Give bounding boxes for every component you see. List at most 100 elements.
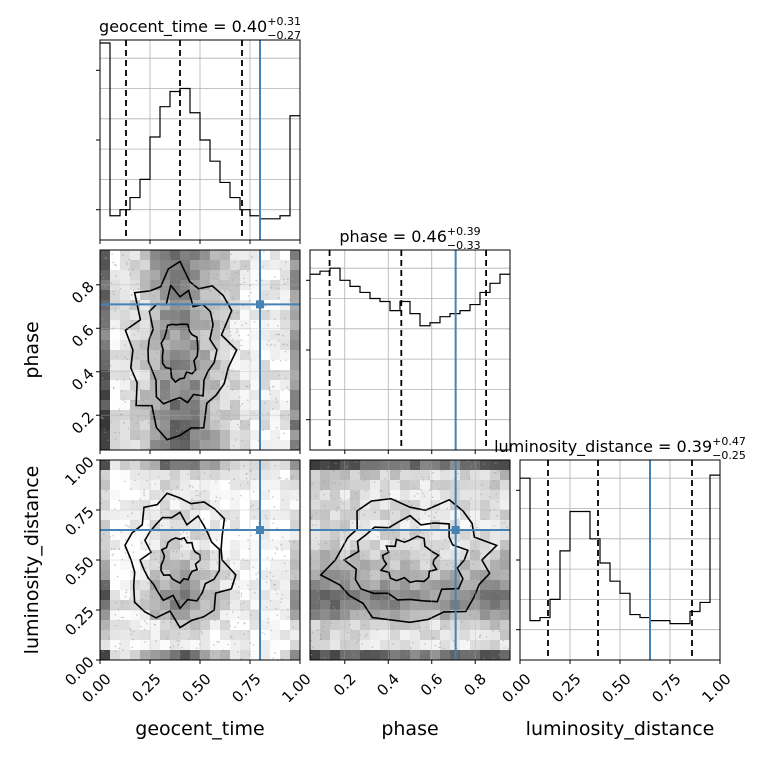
- sample-dot: [446, 563, 448, 566]
- sample-dot: [257, 571, 260, 574]
- sample-dot: [160, 358, 162, 360]
- sample-dot: [285, 261, 287, 264]
- sample-dot: [182, 531, 185, 533]
- density-cell: [100, 280, 111, 291]
- sample-dot: [209, 290, 211, 293]
- density-cell: [230, 510, 241, 521]
- sample-dot: [175, 624, 178, 626]
- sample-dot: [141, 598, 144, 601]
- density-cell: [180, 460, 191, 471]
- density-cell: [230, 650, 241, 660]
- density-cell: [420, 600, 431, 611]
- density-cell: [290, 380, 300, 391]
- density-cell: [250, 380, 261, 391]
- density-cell: [430, 510, 441, 521]
- sample-dot: [467, 557, 469, 559]
- density-cell: [190, 270, 201, 281]
- density-cell: [400, 630, 411, 641]
- density-cell: [340, 650, 351, 660]
- sample-dot: [268, 389, 271, 392]
- sample-dot: [365, 633, 368, 635]
- density-cell: [260, 480, 271, 491]
- sample-dot: [139, 344, 142, 347]
- x-tick-label: 0.4: [373, 670, 403, 700]
- density-cell: [380, 530, 391, 541]
- density-cell: [140, 550, 151, 561]
- sample-dot: [189, 617, 192, 619]
- sample-dot: [161, 277, 163, 280]
- sample-dot: [211, 387, 214, 390]
- sample-dot: [213, 447, 216, 450]
- density-cell: [320, 470, 331, 481]
- density-cell: [260, 350, 271, 361]
- sample-dot: [192, 378, 195, 380]
- density-cell: [190, 470, 201, 481]
- density-cell: [120, 280, 131, 291]
- density-cell: [290, 420, 300, 431]
- density-cell: [150, 470, 161, 481]
- density-cell: [150, 390, 161, 401]
- sample-dot: [267, 621, 270, 624]
- density-cell: [440, 640, 451, 651]
- density-cell: [200, 480, 211, 491]
- sample-dot: [273, 506, 276, 508]
- density-cell: [370, 470, 381, 481]
- sample-dot: [169, 257, 171, 259]
- sample-dot: [101, 479, 104, 481]
- sample-dot: [280, 477, 282, 480]
- density-cell: [410, 560, 421, 571]
- panel-title-luminosity_distance: luminosity_distance = 0.39+0.47 −0.25: [494, 435, 746, 462]
- sample-dot: [469, 614, 471, 616]
- y-tick-label: 0.6: [68, 321, 98, 351]
- density-cell: [260, 380, 271, 391]
- sample-dot: [180, 336, 183, 339]
- sample-dot: [143, 620, 146, 623]
- sample-dot: [177, 597, 180, 600]
- sample-dot: [365, 610, 367, 613]
- sample-dot: [205, 398, 208, 401]
- sample-dot: [190, 416, 192, 419]
- sample-dot: [215, 539, 218, 541]
- density-cell: [120, 490, 131, 501]
- sample-dot: [189, 462, 192, 464]
- sample-dot: [218, 294, 220, 297]
- density-cell: [250, 560, 261, 571]
- density-cell: [270, 350, 281, 361]
- sample-dot: [230, 406, 233, 409]
- sample-dot: [391, 625, 393, 628]
- density-cell: [270, 590, 281, 601]
- sample-dot: [276, 324, 279, 327]
- density-cell: [110, 600, 121, 611]
- sample-dot: [283, 282, 286, 285]
- density-cell: [290, 530, 300, 541]
- density-cell: [200, 640, 211, 651]
- sample-dot: [222, 372, 224, 374]
- sample-dot: [213, 581, 215, 583]
- density-cell: [110, 470, 121, 481]
- sample-dot: [394, 536, 397, 539]
- sample-dot: [140, 542, 143, 544]
- sample-dot: [168, 313, 171, 315]
- sample-dot: [184, 342, 187, 345]
- sample-dot: [145, 594, 147, 597]
- sample-dot: [501, 522, 503, 525]
- density-cell: [500, 570, 510, 581]
- sample-dot: [341, 594, 344, 597]
- density-cell: [240, 540, 251, 551]
- sample-dot: [267, 324, 269, 326]
- sample-dot: [324, 505, 326, 507]
- sample-dot: [269, 344, 272, 347]
- sample-dot: [176, 279, 178, 281]
- density-cell: [490, 620, 501, 631]
- density-cell: [130, 270, 141, 281]
- sample-dot: [178, 632, 180, 635]
- sample-dot: [266, 557, 269, 559]
- sample-dot: [172, 369, 175, 372]
- sample-dot: [101, 377, 104, 380]
- density-cell: [210, 370, 221, 381]
- sample-dot: [277, 436, 280, 439]
- density-cell: [230, 440, 241, 450]
- density-cell: [380, 520, 391, 531]
- density-cell: [130, 620, 141, 631]
- density-cell: [120, 570, 131, 581]
